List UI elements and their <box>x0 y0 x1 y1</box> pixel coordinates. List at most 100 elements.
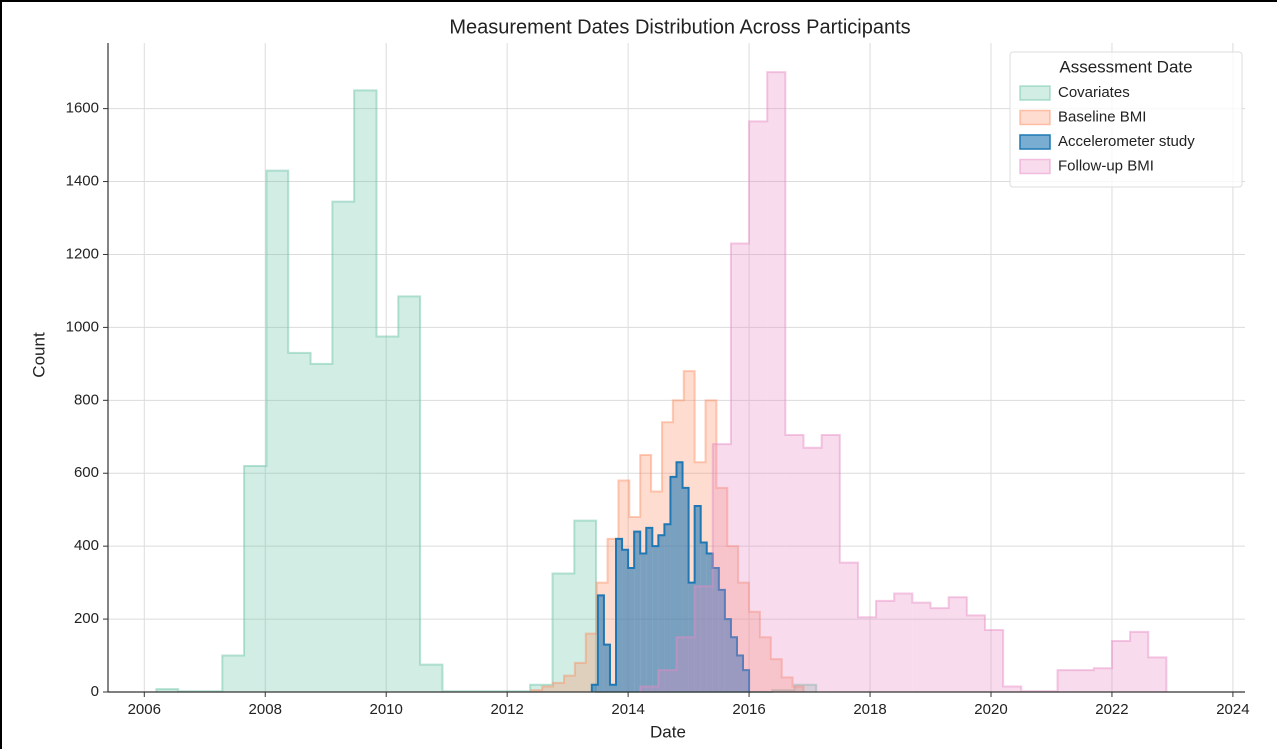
x-tick-label: 2024 <box>1216 701 1249 718</box>
y-tick-label: 800 <box>74 391 99 408</box>
bar <box>607 538 619 692</box>
bar <box>398 296 421 692</box>
bar <box>792 686 804 692</box>
bar <box>1130 631 1149 692</box>
bar <box>712 568 719 692</box>
bar <box>530 684 553 692</box>
bar <box>984 630 1004 692</box>
bar <box>718 589 725 692</box>
y-tick-label: 200 <box>74 610 99 627</box>
bar <box>682 487 689 692</box>
bar <box>700 542 707 692</box>
bar <box>770 659 782 692</box>
bar <box>552 573 575 692</box>
bar <box>694 506 701 692</box>
bar <box>585 633 597 692</box>
bar <box>749 121 768 693</box>
legend-swatch <box>1019 85 1051 101</box>
legend-label: Covariates <box>1058 84 1130 101</box>
bar <box>839 562 858 692</box>
y-tick-label: 1000 <box>66 318 99 335</box>
bar <box>966 615 985 692</box>
x-tick-label: 2018 <box>853 701 886 718</box>
bar <box>1093 668 1112 692</box>
y-tick-label: 400 <box>74 537 99 554</box>
bar <box>658 670 677 692</box>
bar <box>531 690 543 692</box>
bar <box>1075 670 1094 692</box>
legend-swatch <box>1019 134 1051 150</box>
bar <box>894 593 913 692</box>
bar <box>676 462 683 692</box>
bar <box>781 677 793 692</box>
bar <box>591 684 598 692</box>
bar <box>727 546 739 692</box>
legend-label: Accelerometer study <box>1058 133 1195 150</box>
bar <box>912 602 931 692</box>
legend-swatch <box>1019 158 1051 175</box>
bar <box>743 670 750 692</box>
bars <box>155 71 1168 693</box>
bar <box>420 664 443 692</box>
bar <box>749 611 760 692</box>
bar <box>767 72 786 693</box>
bar <box>156 689 179 692</box>
bar <box>603 644 610 692</box>
series <box>639 71 1168 693</box>
legend: Assessment Date Covariates Baseline BMI Ac… <box>1009 51 1243 188</box>
bar <box>670 476 677 692</box>
x-axis-label: Date <box>650 722 686 741</box>
bar <box>622 549 629 692</box>
bar <box>376 336 399 692</box>
bar <box>634 531 641 692</box>
x-tick-label: 2012 <box>490 701 523 718</box>
bar <box>730 243 750 693</box>
x-tick-label: 2016 <box>732 701 765 718</box>
bar <box>266 170 289 692</box>
bar <box>244 465 267 692</box>
x-tick-label: 2006 <box>128 701 161 718</box>
series <box>155 89 818 693</box>
legend-label: Baseline BMI <box>1058 108 1146 125</box>
bar <box>1057 670 1076 692</box>
y-tick-label: 1400 <box>66 173 99 190</box>
bar <box>354 90 377 693</box>
bar <box>310 363 333 692</box>
y-axis-label: Count <box>29 332 48 378</box>
bar <box>930 608 949 692</box>
bar <box>730 637 737 692</box>
bar <box>664 524 671 692</box>
bar <box>736 655 744 692</box>
y-tick-label: 1600 <box>66 100 99 117</box>
y-tick-label: 600 <box>74 464 99 481</box>
bar <box>803 447 822 692</box>
bar <box>1111 640 1131 692</box>
bar <box>676 637 695 692</box>
bar <box>759 637 771 692</box>
x-tick-label: 2010 <box>370 701 403 718</box>
axes: 0 200 400 600 800 1000 1200 1400 1600 2006 2008 201… <box>66 43 1250 718</box>
bar <box>821 434 840 692</box>
bar <box>1148 657 1167 692</box>
y-tick-label: 0 <box>91 683 99 700</box>
bar <box>876 600 895 692</box>
x-tick-label: 2020 <box>974 701 1007 718</box>
bar <box>857 617 877 692</box>
bar <box>705 400 717 692</box>
step-outline <box>530 370 805 692</box>
bar <box>646 527 653 692</box>
bar <box>712 444 731 692</box>
bar <box>785 434 804 692</box>
bar <box>640 686 659 692</box>
series <box>590 461 751 692</box>
bar <box>948 597 967 692</box>
bar <box>658 535 665 692</box>
x-tick-label: 2008 <box>249 701 282 718</box>
legend-box <box>1009 51 1243 188</box>
bar <box>694 586 713 692</box>
bar <box>628 568 635 692</box>
bar <box>332 201 355 692</box>
bar <box>724 619 731 692</box>
bar <box>738 582 750 692</box>
bar <box>794 684 817 692</box>
